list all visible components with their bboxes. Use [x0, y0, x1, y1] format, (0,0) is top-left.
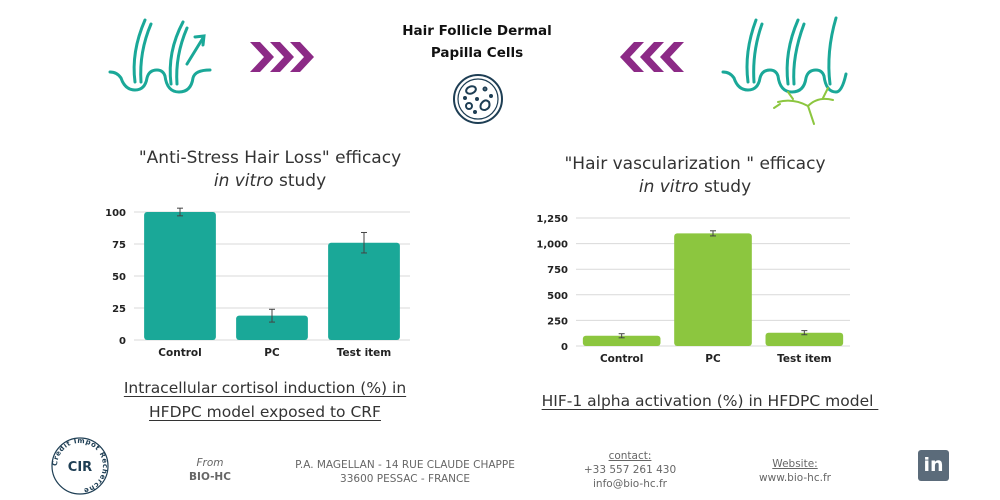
y-tick-label: 75 — [112, 240, 126, 251]
page-title-line2: Papilla Cells — [430, 45, 524, 61]
y-tick-label: 50 — [112, 272, 126, 283]
footer-contact: contact: +33 557 261 430 info@bio-hc.fr — [570, 449, 690, 491]
footer-contact-email[interactable]: info@bio-hc.fr — [593, 478, 667, 490]
y-tick-label: 1,250 — [536, 214, 568, 225]
hair-growth-icon — [108, 18, 212, 94]
footer-website-url[interactable]: www.bio-hc.fr — [759, 472, 831, 484]
x-tick-label: Test item — [337, 347, 392, 359]
left-chart-caption-line2: HFDPC model exposed to CRF — [149, 403, 381, 421]
footer-address-line1: P.A. MAGELLAN - 14 RUE CLAUDE CHAPPE — [295, 459, 515, 471]
footer-company: BIO-HC — [189, 471, 231, 483]
cir-logo: Crédit Impôt Recherche CIR — [51, 437, 109, 495]
left-chart-caption-line1: Intracellular cortisol induction (%) in — [123, 379, 407, 397]
left-chart-heading-line1: "Anti-Stress Hair Loss" efficacy — [138, 148, 402, 168]
left-chart-heading-rest: study — [273, 171, 327, 191]
linkedin-icon[interactable]: in — [918, 450, 949, 481]
right-chart-caption: HIF-1 alpha activation (%) in HFDPC mode… — [510, 389, 910, 413]
cir-label: CIR — [68, 460, 92, 475]
footer-address: P.A. MAGELLAN - 14 RUE CLAUDE CHAPPE 336… — [290, 458, 520, 486]
arrow-right-icon — [250, 42, 314, 72]
cortisol-bar-chart: 0 25 50 75 100 Control PC Test item — [105, 207, 410, 359]
right-chart-heading-italic: in vitro — [638, 177, 699, 197]
x-tick-label: Control — [158, 347, 201, 359]
cells-petri-icon — [453, 74, 503, 124]
bar — [765, 332, 844, 346]
bar — [328, 242, 400, 340]
right-chart-heading-line1: "Hair vascularization " efficacy — [564, 154, 826, 174]
hair-vascularization-icon — [721, 16, 848, 125]
bar — [582, 335, 661, 346]
y-tick-label: 0 — [119, 336, 126, 347]
arrow-left-icon — [620, 42, 684, 72]
page-title-line1: Hair Follicle Dermal — [402, 23, 552, 39]
bar — [236, 315, 308, 340]
left-chart-heading-italic: in vitro — [213, 171, 274, 191]
footer-contact-phone[interactable]: +33 557 261 430 — [583, 464, 677, 476]
x-tick-label: Test item — [777, 353, 832, 365]
left-chart-caption: Intracellular cortisol induction (%) in … — [80, 376, 450, 424]
left-chart-heading: "Anti-Stress Hair Loss" efficacy in vitr… — [90, 147, 450, 193]
y-tick-label: 250 — [547, 316, 568, 327]
right-chart-heading-rest: study — [698, 177, 752, 197]
footer-from: From BIO-HC — [170, 456, 250, 484]
bar — [144, 212, 216, 340]
right-chart-caption-line1: HIF-1 alpha activation (%) in HFDPC mode… — [541, 392, 879, 410]
y-tick-label: 750 — [547, 265, 568, 276]
y-tick-label: 500 — [547, 291, 568, 302]
bar — [674, 233, 752, 346]
hif1-bar-chart: 0 250 500 750 1,000 1,250 Control PC Test item — [536, 214, 850, 365]
footer-website-label: Website: — [772, 458, 818, 470]
footer-website: Website: www.bio-hc.fr — [740, 457, 850, 485]
x-tick-label: PC — [264, 347, 280, 359]
x-tick-label: Control — [600, 353, 643, 365]
right-chart-heading-line2: in vitro study — [515, 176, 875, 199]
footer-address-line2: 33600 PESSAC - FRANCE — [340, 473, 470, 485]
right-chart-heading: "Hair vascularization " efficacy in vitr… — [515, 153, 875, 199]
footer-from-label: From — [196, 457, 224, 469]
footer-contact-label: contact: — [608, 450, 652, 462]
y-tick-label: 0 — [561, 342, 568, 353]
x-tick-label: PC — [705, 353, 721, 365]
y-tick-label: 100 — [105, 208, 126, 219]
left-chart-heading-line2: in vitro study — [90, 170, 450, 193]
y-tick-label: 25 — [112, 304, 126, 315]
page-title: Hair Follicle Dermal Papilla Cells — [377, 20, 577, 64]
linkedin-label: in — [923, 454, 944, 476]
y-tick-label: 1,000 — [536, 240, 568, 251]
